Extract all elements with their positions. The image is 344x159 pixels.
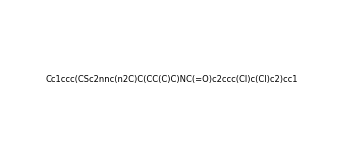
Text: Cc1ccc(CSc2nnc(n2C)C(CC(C)C)NC(=O)c2ccc(Cl)c(Cl)c2)cc1: Cc1ccc(CSc2nnc(n2C)C(CC(C)C)NC(=O)c2ccc(… [46,75,298,84]
